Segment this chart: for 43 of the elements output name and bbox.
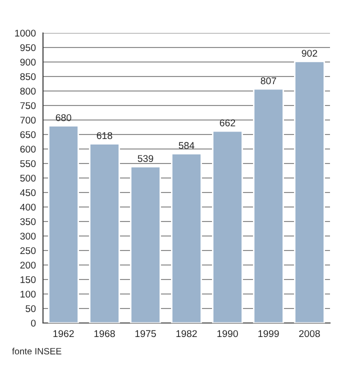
y-tick-label: 300 — [20, 232, 36, 240]
x-tick-label: 1975 — [135, 330, 156, 338]
data-label: 902 — [302, 50, 318, 57]
y-tick-label: 950 — [20, 44, 36, 52]
x-tick-label: 1968 — [94, 330, 115, 338]
bar — [171, 152, 202, 323]
y-tick-label: 700 — [20, 116, 36, 124]
y-tick-label: 400 — [20, 204, 36, 211]
y-tick-label: 200 — [20, 262, 36, 269]
bar — [48, 125, 79, 323]
bar — [212, 130, 243, 323]
data-label: 539 — [138, 155, 154, 162]
y-tick-label: 900 — [20, 58, 36, 66]
data-label: 662 — [220, 119, 236, 126]
x-tick-label: 1982 — [176, 330, 197, 338]
x-tick-label: 1962 — [53, 330, 74, 338]
source-note: fonte INSEE — [12, 348, 62, 354]
y-tick-label: 450 — [20, 189, 36, 196]
x-tick-label: 1999 — [258, 330, 279, 338]
y-tick-label: 650 — [20, 131, 36, 138]
data-label: 584 — [178, 142, 194, 149]
bar — [253, 88, 284, 323]
y-tick-label: 350 — [20, 218, 36, 226]
y-tick-label: 250 — [20, 247, 36, 254]
y-tick-label: 750 — [20, 102, 36, 110]
y-tick-label: 100 — [20, 290, 36, 298]
y-tick-label: 0 — [31, 320, 36, 327]
data-label: 680 — [56, 114, 72, 122]
data-label: 618 — [96, 132, 112, 140]
data-label: 807 — [260, 77, 276, 84]
bar — [294, 60, 325, 323]
x-tick-label: 2008 — [299, 330, 320, 338]
y-tick-label: 50 — [26, 305, 36, 312]
bar — [130, 166, 161, 323]
y-tick-label: 500 — [20, 174, 36, 182]
y-tick-label: 550 — [20, 160, 36, 168]
y-tick-label: 150 — [20, 276, 36, 284]
x-tick-label: 1990 — [217, 330, 238, 338]
bar — [89, 143, 120, 323]
y-tick-label: 600 — [20, 146, 36, 153]
y-tick-label: 850 — [20, 73, 36, 80]
y-tick-label: 1000 — [15, 30, 36, 37]
y-tick-label: 800 — [20, 88, 36, 95]
